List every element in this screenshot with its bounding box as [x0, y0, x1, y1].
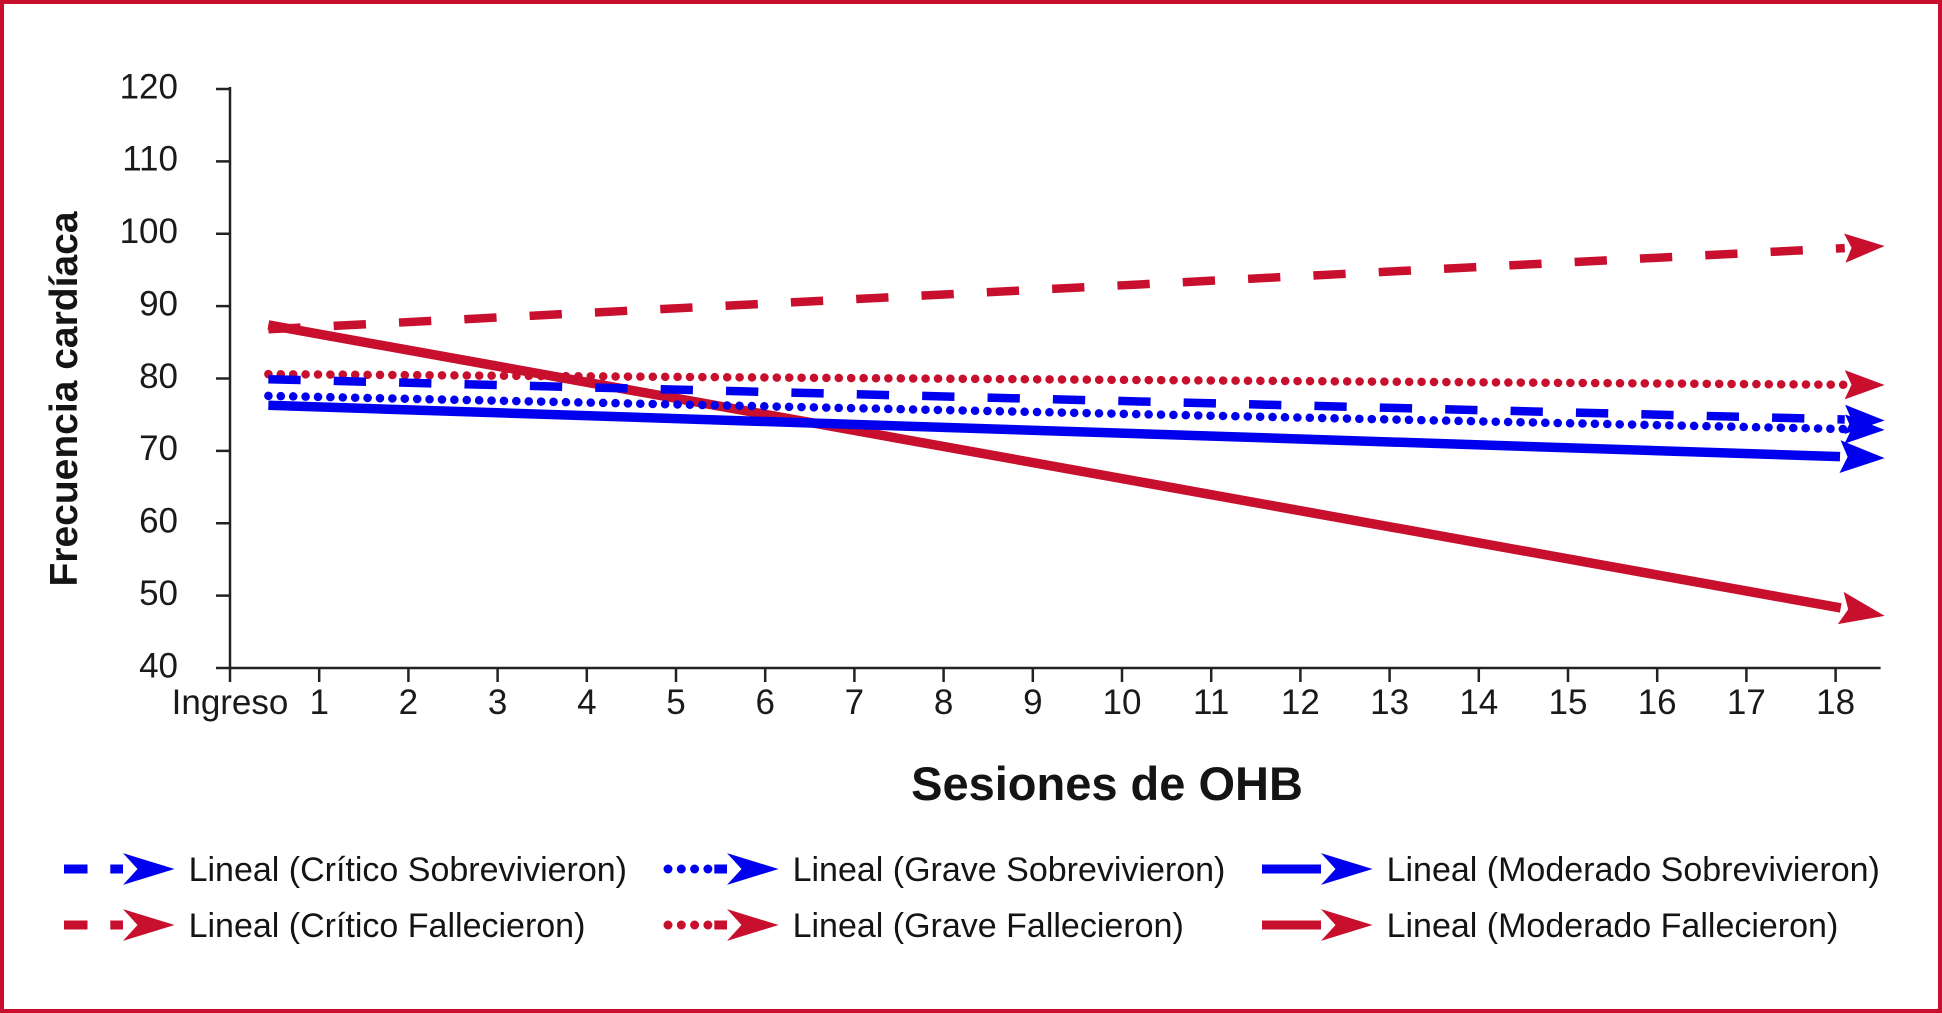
svg-text:5: 5 — [666, 683, 685, 722]
svg-text:11: 11 — [1193, 683, 1229, 722]
svg-text:15: 15 — [1549, 683, 1588, 722]
svg-text:14: 14 — [1459, 683, 1498, 722]
svg-text:80: 80 — [139, 357, 178, 396]
svg-text:1: 1 — [309, 683, 328, 722]
svg-text:6: 6 — [755, 683, 774, 722]
svg-text:60: 60 — [139, 502, 178, 541]
svg-text:Lineal (Grave Fallecieron): Lineal (Grave Fallecieron) — [793, 907, 1184, 945]
svg-text:17: 17 — [1727, 683, 1766, 722]
svg-text:40: 40 — [139, 646, 178, 685]
svg-text:Lineal (Moderado Fallecieron): Lineal (Moderado Fallecieron) — [1387, 907, 1839, 945]
svg-text:110: 110 — [122, 140, 178, 179]
svg-text:8: 8 — [934, 683, 953, 722]
svg-text:Lineal (Moderado Sobrevivieron: Lineal (Moderado Sobrevivieron) — [1387, 851, 1880, 889]
svg-text:90: 90 — [139, 284, 178, 323]
svg-text:Lineal (Crítico Sobrevivieron): Lineal (Crítico Sobrevivieron) — [189, 851, 627, 889]
svg-text:Lineal (Grave Sobrevivieron): Lineal (Grave Sobrevivieron) — [793, 851, 1226, 889]
svg-text:Sesiones de OHB: Sesiones de OHB — [911, 757, 1303, 810]
svg-text:16: 16 — [1638, 683, 1677, 722]
svg-text:18: 18 — [1816, 683, 1855, 722]
svg-text:13: 13 — [1370, 683, 1409, 722]
svg-text:120: 120 — [120, 67, 178, 106]
svg-text:4: 4 — [577, 683, 596, 722]
svg-text:9: 9 — [1023, 683, 1042, 722]
svg-text:3: 3 — [488, 683, 507, 722]
svg-text:Lineal (Crítico Fallecieron): Lineal (Crítico Fallecieron) — [189, 907, 586, 945]
svg-text:2: 2 — [399, 683, 418, 722]
svg-text:50: 50 — [139, 574, 178, 613]
svg-text:12: 12 — [1281, 683, 1320, 722]
svg-text:70: 70 — [139, 429, 178, 468]
svg-text:Frecuencia cardíaca: Frecuencia cardíaca — [43, 211, 86, 586]
svg-text:10: 10 — [1103, 683, 1142, 722]
svg-text:Ingreso: Ingreso — [172, 683, 289, 722]
svg-text:7: 7 — [845, 683, 864, 722]
svg-text:100: 100 — [120, 212, 178, 251]
